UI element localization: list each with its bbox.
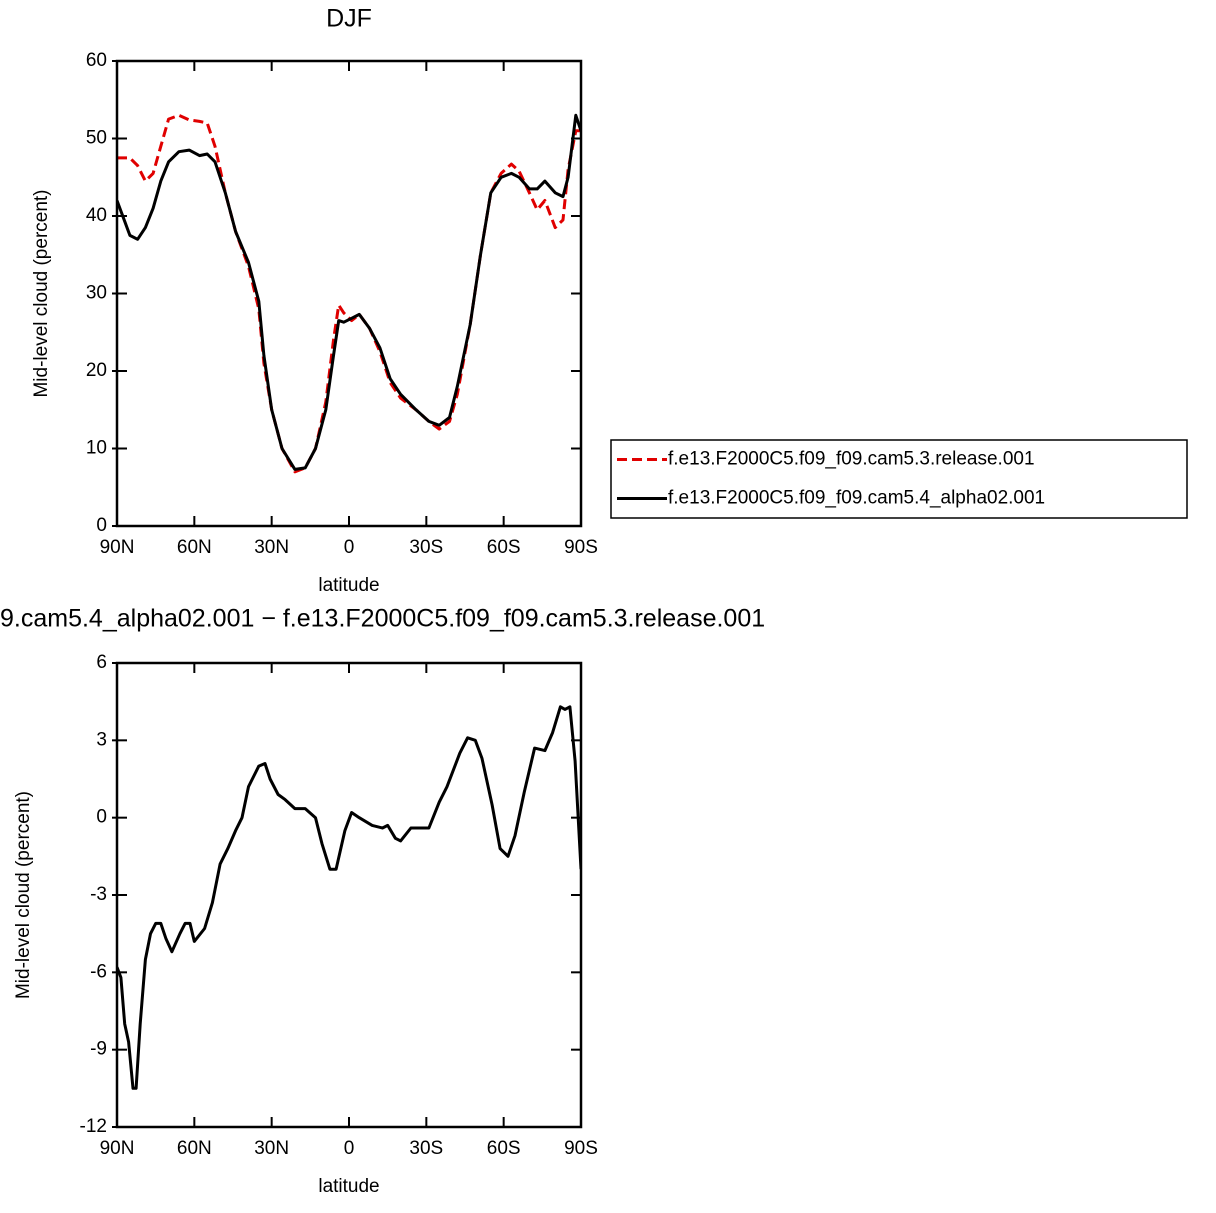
x-tick-label: 90N [100, 1138, 135, 1159]
x-tick-label: 90S [564, 1138, 598, 1159]
y-axis-label: Mid-level cloud (percent) [13, 791, 34, 999]
x-tick-label: 60N [177, 1138, 212, 1159]
x-tick-label: 60N [177, 537, 212, 558]
y-tick-label: -3 [90, 884, 107, 905]
x-tick-label: 60S [487, 537, 521, 558]
legend-label: f.e13.F2000C5.f09_f09.cam5.4_alpha02.001 [668, 488, 1045, 509]
x-tick-label: 30N [254, 537, 289, 558]
x-tick-label: 30S [409, 537, 443, 558]
x-axis-label: latitude [318, 1176, 379, 1197]
y-tick-label: -12 [80, 1116, 107, 1137]
y-tick-label: 30 [86, 283, 107, 304]
y-tick-label: 50 [86, 128, 107, 149]
y-tick-label: 6 [96, 652, 107, 673]
chart-title: DJF [326, 5, 372, 33]
y-tick-label: -9 [90, 1039, 107, 1060]
y-tick-label: 60 [86, 50, 107, 71]
legend-label: f.e13.F2000C5.f09_f09.cam5.3.release.001 [668, 449, 1035, 470]
y-tick-label: 3 [96, 729, 107, 750]
data-line [117, 113, 581, 471]
x-axis-label: latitude [318, 575, 379, 596]
x-tick-label: 0 [344, 537, 355, 558]
y-axis-label: Mid-level cloud (percent) [31, 189, 52, 397]
x-tick-label: 60S [487, 1138, 521, 1159]
plot-frame [115, 59, 583, 528]
plot-frame [115, 661, 583, 1129]
chart-title: 9.cam5.4_alpha02.001 − f.e13.F2000C5.f09… [0, 605, 765, 633]
y-tick-label: -6 [90, 961, 107, 982]
data-line [117, 705, 581, 1090]
x-tick-label: 30N [254, 1138, 289, 1159]
x-tick-label: 30S [409, 1138, 443, 1159]
x-tick-label: 90S [564, 537, 598, 558]
x-tick-label: 0 [344, 1138, 355, 1159]
y-tick-label: 0 [96, 515, 107, 536]
y-tick-label: 20 [86, 360, 107, 381]
x-tick-label: 90N [100, 537, 135, 558]
data-line [117, 113, 581, 474]
y-tick-label: 0 [96, 807, 107, 828]
y-tick-label: 40 [86, 205, 107, 226]
legend-box [610, 439, 1188, 519]
y-tick-label: 10 [86, 438, 107, 459]
